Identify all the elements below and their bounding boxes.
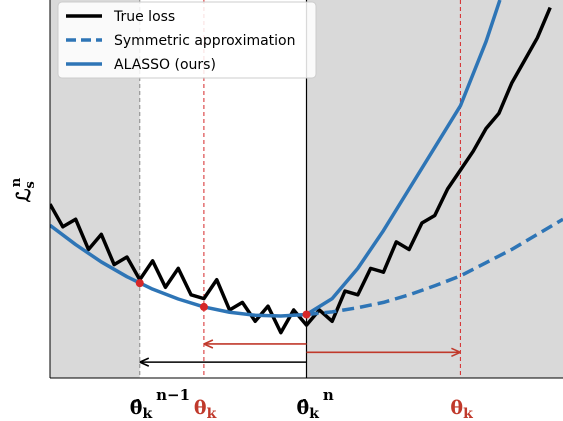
legend-label: ALASSO (ours) — [114, 57, 216, 73]
x-label: θ̂k n−1 — [130, 386, 190, 421]
x-label-base: θ̂ — [130, 397, 143, 419]
y-axis-label: ℒsn — [9, 177, 38, 202]
x-label-base: θ — [194, 397, 207, 419]
x-label: θk — [194, 397, 217, 421]
arrow-head — [451, 347, 461, 358]
intersection-point — [199, 302, 208, 311]
x-label-base: θ̂ — [297, 397, 310, 419]
arrow-head — [139, 357, 150, 367]
x-label-sub: k — [207, 406, 217, 421]
x-label-sup: n — [323, 386, 334, 404]
x-label-sub: k — [142, 406, 152, 421]
y-label-sup: n — [9, 177, 24, 187]
series-line — [50, 6, 552, 335]
x-label-sup: n−1 — [156, 386, 190, 404]
legend-box — [57, 1, 317, 79]
legend-label: Symmetric approximation — [114, 33, 296, 49]
intersection-point — [302, 310, 311, 319]
x-label: θk — [450, 397, 473, 421]
legend-label: True loss — [113, 9, 175, 25]
y-label-sub: s — [23, 181, 38, 188]
y-label-base: ℒ — [13, 188, 35, 202]
series-line — [50, 0, 502, 318]
arrow-head — [203, 339, 214, 349]
x-label-sub: k — [463, 406, 473, 421]
series-line — [306, 217, 563, 317]
intersection-point — [135, 279, 144, 288]
x-label-base: θ — [450, 397, 463, 419]
x-label: θ̂kn — [297, 386, 334, 421]
shaded-region — [306, 0, 563, 378]
x-label-sub: k — [309, 406, 319, 421]
